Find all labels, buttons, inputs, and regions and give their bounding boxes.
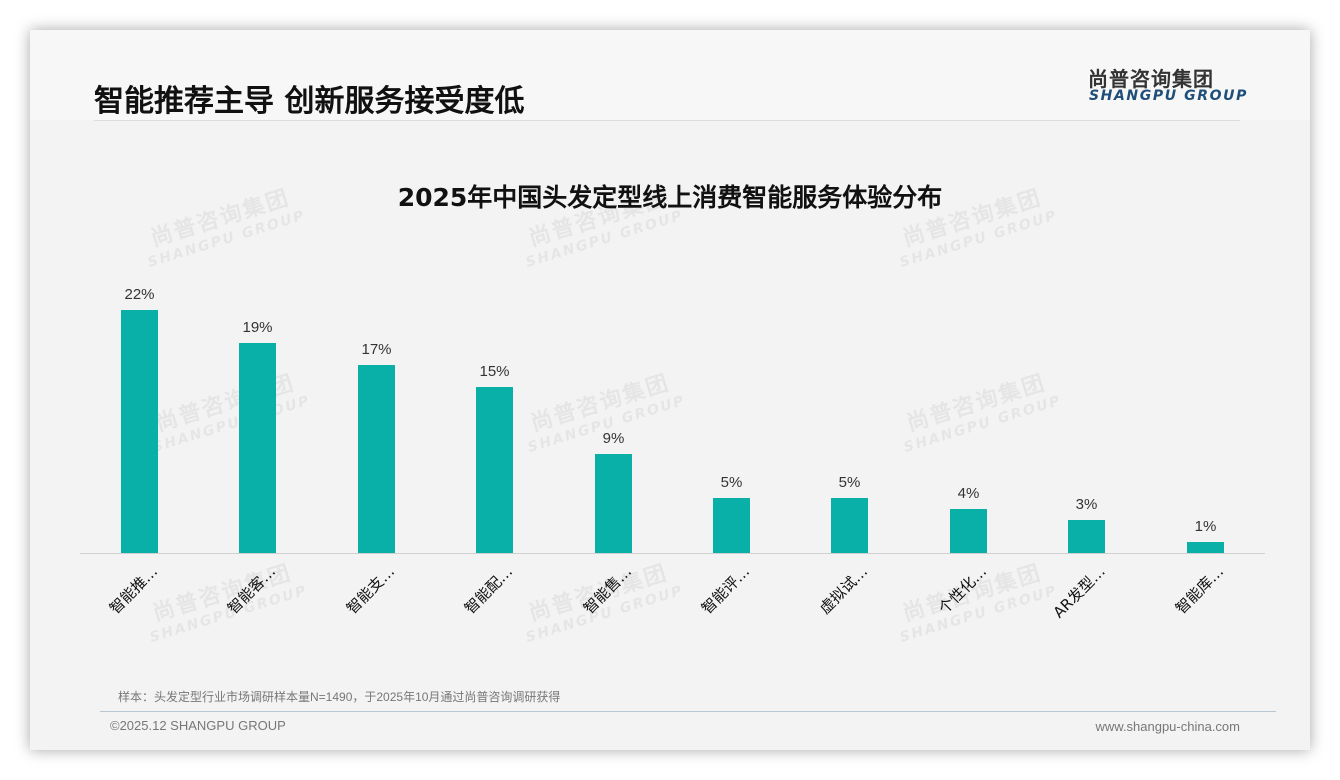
page-title: 智能推荐主导 创新服务接受度低 (94, 84, 525, 119)
bar (595, 454, 632, 553)
category-label: 智能推… (106, 562, 162, 618)
bar-value-label: 17% (361, 341, 392, 358)
website-link: www.shangpu-china.com (1095, 719, 1240, 734)
watermark-en: SHANGPU GROUP (147, 582, 310, 646)
category-label: 智能评… (698, 562, 754, 618)
bar-value-label: 5% (838, 474, 861, 491)
bar (358, 365, 395, 553)
bar-value-label: 1% (1194, 518, 1217, 535)
bar-value-label: 3% (1075, 496, 1098, 513)
category-label: 个性化… (935, 562, 991, 618)
bar-value-label: 4% (957, 485, 980, 502)
title-divider (94, 120, 1240, 121)
watermark-en: SHANGPU GROUP (901, 392, 1064, 456)
category-label: 智能支… (343, 562, 399, 618)
watermark-en: SHANGPU GROUP (897, 207, 1060, 271)
category-label: 智能客… (224, 562, 280, 618)
category-label: 智能库… (1172, 562, 1228, 618)
watermark-cn: 尚普咨询集团 (152, 370, 298, 437)
watermark: 尚普咨询集团 SHANGPU GROUP (142, 362, 313, 456)
watermark-en: SHANGPU GROUP (145, 207, 308, 271)
watermark-cn: 尚普咨询集团 (527, 370, 673, 437)
x-axis-line (80, 553, 1265, 554)
logo-chinese: 尚普咨询集团 (1088, 67, 1214, 91)
watermark: 尚普咨询集团 SHANGPU GROUP (893, 362, 1064, 456)
bar (1068, 520, 1105, 553)
bar-value-label: 19% (242, 319, 273, 336)
category-label: 虚拟试… (816, 562, 872, 618)
watermark-cn: 尚普咨询集团 (149, 560, 295, 627)
bar (121, 310, 158, 553)
bar (713, 498, 750, 553)
bar-value-label: 15% (479, 363, 510, 380)
category-label: AR发型… (1049, 562, 1109, 622)
footer-divider (100, 711, 1276, 712)
watermark-en: SHANGPU GROUP (523, 207, 686, 271)
bar-value-label: 5% (720, 474, 743, 491)
chart-title: 2025年中国头发定型线上消费智能服务体验分布 (397, 183, 943, 212)
bar (476, 387, 513, 553)
copyright: ©2025.12 SHANGPU GROUP (110, 718, 286, 733)
category-label: 智能售… (580, 562, 636, 618)
bar (831, 498, 868, 553)
watermark: 尚普咨询集团 SHANGPU GROUP (139, 552, 310, 646)
category-label: 智能配… (461, 562, 517, 618)
source-note: 样本：头发定型行业市场调研样本量N=1490，于2025年10月通过尚普咨询调研… (118, 690, 561, 704)
slide: 智能推荐主导 创新服务接受度低 尚普咨询集团 SHANGPU GROUP 尚普咨… (30, 30, 1310, 750)
watermark-cn: 尚普咨询集团 (903, 370, 1049, 437)
bar (239, 343, 276, 553)
bar (1187, 542, 1224, 553)
bar (950, 509, 987, 553)
bar-value-label: 9% (602, 430, 625, 447)
bar-value-label: 22% (124, 286, 155, 303)
logo-english: SHANGPU GROUP (1089, 88, 1248, 104)
watermark-en: SHANGPU GROUP (150, 392, 313, 456)
header-band (30, 30, 1310, 120)
watermark-en: SHANGPU GROUP (897, 582, 1060, 646)
